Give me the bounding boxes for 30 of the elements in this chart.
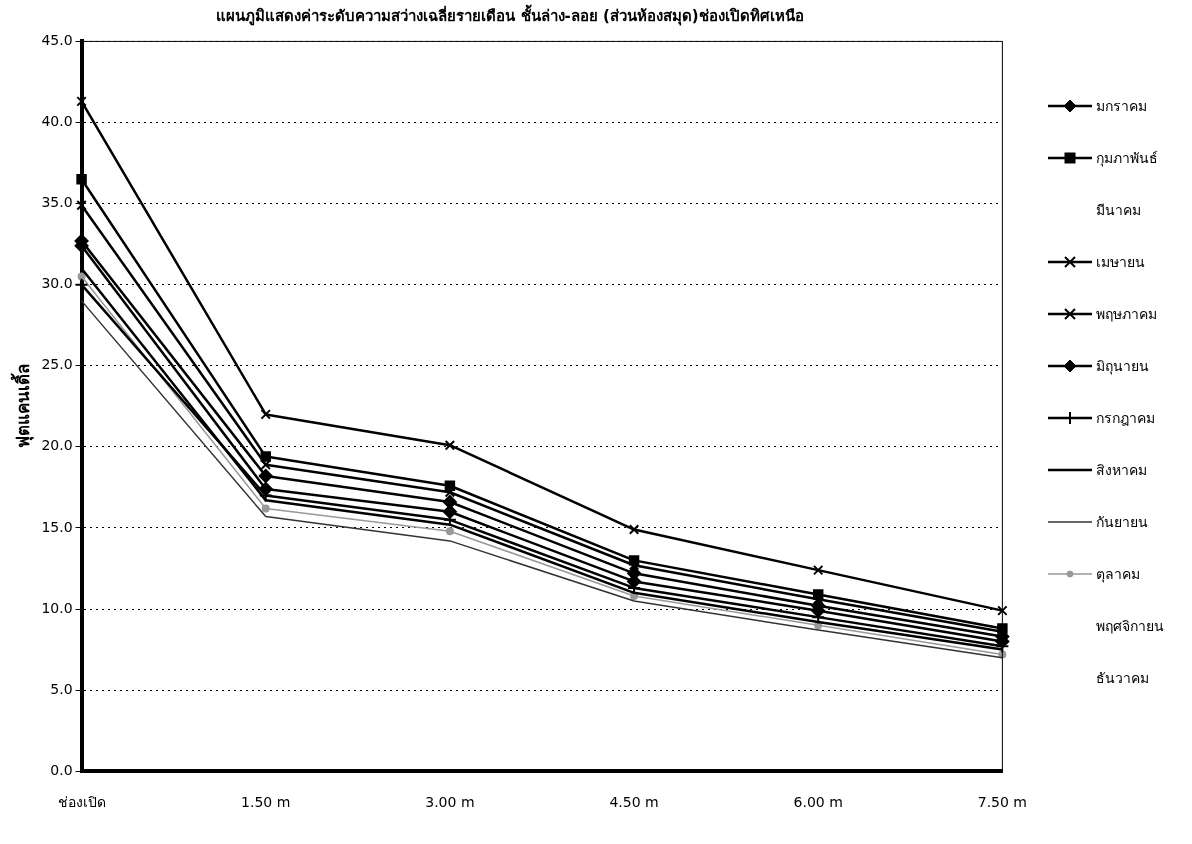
y-tick-label: 30.0 [41,275,73,292]
x-tick-label: 4.50 m [609,794,659,811]
legend-label: พฤษภาคม [1096,305,1157,324]
legend-label: มิถุนายน [1096,357,1149,377]
text: มีนาคม [1096,201,1141,220]
x-tick-label: 6.00 m [793,794,843,811]
x-tick-label: ช่องเปิด [57,794,106,811]
text: ธันวาคม [1096,669,1149,688]
y-axis-title: ฟุตแคนเดิ้ล [9,364,34,449]
y-tick-label: 40.0 [41,113,73,130]
legend-label: ตุลาคม [1096,565,1140,585]
x-tick-label: 7.50 m [977,794,1027,811]
x-tick-label: 3.00 m [425,794,475,811]
chart-title: แผนภูมิแสดงค่าระดับความสว่างเฉลี่ยรายเดือน ชั้นล่าง-ลอย (ส่วนห้องสมุด)ช่องเปิดทิศเหนือ [215,4,805,28]
y-tick-label: 10.0 [41,599,73,616]
y-tick-label: 45.0 [41,32,73,49]
text: พฤศจิกายน [1096,617,1164,636]
legend-label: กรกฎาคม [1096,409,1155,428]
x-tick-label: 1.50 m [241,794,291,811]
y-tick-label: 15.0 [41,518,73,535]
y-tick-label: 25.0 [41,356,73,373]
legend-label: เมษายน [1096,253,1145,272]
legend-label: มกราคม [1096,97,1147,116]
y-tick-label: 35.0 [41,194,73,211]
legend-label: กันยายน [1096,513,1148,532]
legend-label: สิงหาคม [1096,461,1147,480]
y-tick-label: 20.0 [41,437,73,454]
y-tick-label: 0.0 [50,761,73,778]
y-tick-label: 5.0 [50,680,73,697]
legend-label: กุมภาพันธ์ [1096,149,1158,169]
